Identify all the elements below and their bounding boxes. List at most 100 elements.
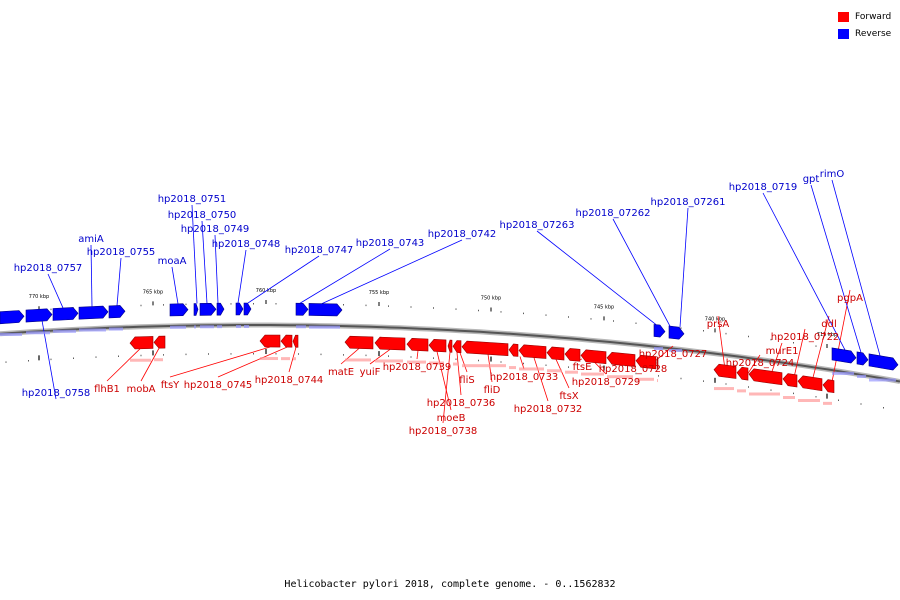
gene-shadow-hp2018-0748 xyxy=(217,325,222,329)
gene-label-hp2018-0732: hp2018_0732 xyxy=(514,404,583,415)
gene-shadow-hp2018-0747 xyxy=(236,325,241,329)
gene-label-moaa: moaA xyxy=(158,256,187,267)
gene-shadow-hp2018-0745 xyxy=(281,357,290,361)
gene-label-hp2018-0758: hp2018_0758 xyxy=(22,388,91,399)
gene-block-hp2018-0747 xyxy=(235,302,244,316)
gene-label-mure1: murE1 xyxy=(766,346,799,357)
gene-label-flid: fliD xyxy=(484,385,501,396)
gene-label-hp2018-0747: hp2018_0747 xyxy=(285,245,354,256)
legend-swatch-reverse xyxy=(838,29,849,39)
legend-item-forward: Forward xyxy=(838,9,891,25)
leader-line-hp2018-0733 xyxy=(519,356,525,370)
gene-block-flis xyxy=(461,340,509,357)
leader-line-flis xyxy=(459,352,468,373)
gene-block-hp2018-0748 xyxy=(216,302,225,316)
gene-shadow-hp2018-0729 xyxy=(607,375,633,379)
gene-block-mate xyxy=(344,335,374,350)
gene-shadow-hp2018-0727 xyxy=(657,379,658,383)
gene-block-hp2018-0755 xyxy=(78,305,109,320)
gene-block-hp2018-0742 xyxy=(295,302,309,316)
gene-label-hp2018-0743: hp2018_0743 xyxy=(356,238,425,249)
gene-label-hp2018-0729: hp2018_0729 xyxy=(572,377,641,388)
leader-line-flhb1 xyxy=(106,348,141,382)
gene-label-prsa: prsA xyxy=(707,319,730,330)
leader-line-moaa xyxy=(171,266,179,304)
gene-label-hp2018-0727: hp2018_0727 xyxy=(639,349,708,360)
gene-shadow-hp2018-07262 xyxy=(654,347,663,351)
leader-line-hp2018-07262 xyxy=(612,218,671,327)
gene-shadow-hp2018-0719 xyxy=(832,371,854,375)
leader-line-ftsy xyxy=(169,346,271,378)
gene-shadow-hp2018-0722 xyxy=(783,396,795,400)
leader-line-amia xyxy=(90,244,93,307)
gene-block-hp2018-0729 xyxy=(606,351,636,367)
gene-shadow-hp2018-0749 xyxy=(200,325,214,329)
gene-label-hp2018-0722: hp2018_0722 xyxy=(771,332,840,343)
gene-block-rimo xyxy=(868,353,899,371)
gene-label-hp2018-0739: hp2018_0739 xyxy=(383,362,452,373)
gene-shadow-moba xyxy=(154,358,163,362)
gene-shadow-hp2018-0728 xyxy=(636,377,654,381)
gene-block-ftsy xyxy=(259,334,281,348)
gene-block-hp2018-0732 xyxy=(546,346,565,361)
gene-shadow-ftse xyxy=(581,372,604,376)
leader-line-hp2018-0719 xyxy=(762,192,846,351)
gene-label-ftse: ftsE xyxy=(573,362,592,373)
leader-line-hp2018-0742 xyxy=(321,239,463,304)
leader-line-hp2018-0758 xyxy=(39,309,57,400)
tick-label-740-kbp: 740 kbp xyxy=(705,316,725,322)
leader-line-hp2018-07263 xyxy=(536,230,657,325)
gene-label-amia: amiA xyxy=(78,234,104,245)
gene-label-hp2018-0751: hp2018_0751 xyxy=(158,194,227,205)
leader-line-moba xyxy=(140,348,160,382)
gene-shadow-prsa xyxy=(714,387,734,391)
gene-shadow-yuif xyxy=(375,359,403,363)
gene-block-mure1 xyxy=(748,368,783,386)
leader-line-hp2018-0744 xyxy=(288,347,297,373)
gene-block-prsa xyxy=(713,363,737,379)
gene-shadow-hp2018-0751 xyxy=(170,325,186,329)
leader-line-hp2018-0750 xyxy=(201,220,208,304)
gene-block-hp2018-0738 xyxy=(447,339,453,353)
leader-line-hp2018-0745 xyxy=(217,346,288,378)
gene-block-gpt xyxy=(856,351,869,366)
gene-label-hp2018-0738: hp2018_0738 xyxy=(409,426,478,437)
gene-shadow-hp2018-0742 xyxy=(296,325,306,329)
leader-line-hp2018-0729 xyxy=(594,362,607,375)
gene-shadow-ftsy xyxy=(260,357,278,361)
gene-label-hp2018-0733: hp2018_0733 xyxy=(490,372,559,383)
gene-shadow-pgpa xyxy=(823,401,832,405)
leader-line-ftsx xyxy=(555,359,570,389)
leader-line-hp2018-0739 xyxy=(416,350,419,360)
gene-shadow-mate xyxy=(345,358,371,362)
tick-label-755-kbp: 755 kbp xyxy=(369,290,389,296)
gene-shadow-hp2018-0736 xyxy=(453,362,459,366)
leader-line-hp2018-0747 xyxy=(247,255,320,304)
gene-shadow-flid xyxy=(509,366,516,370)
gene-shadow-amia xyxy=(53,329,76,333)
legend-label-reverse: Reverse xyxy=(855,29,892,39)
gene-block-hp2018-0749 xyxy=(199,302,217,316)
gene-shadow-flhb1 xyxy=(130,358,151,362)
gene-label-moba: mobA xyxy=(126,384,155,395)
tick-label-750-kbp: 750 kbp xyxy=(481,295,501,301)
gene-shadow-hp2018-0743 xyxy=(244,325,249,329)
gene-label-pgpa: pgpA xyxy=(837,293,863,304)
leader-line-hp2018-0755 xyxy=(116,257,122,306)
gene-block-hp2018-0751 xyxy=(169,303,189,317)
legend-label-forward: Forward xyxy=(855,12,892,22)
gene-block-flhb1 xyxy=(129,336,154,350)
legend-swatch-forward xyxy=(838,12,849,22)
tick-label-770-kbp: 770 kbp xyxy=(29,294,49,300)
gene-label-ddl: ddl xyxy=(821,319,836,330)
gene-label-flhb1: flhB1 xyxy=(94,384,120,395)
gene-label-yuif: yuiF xyxy=(360,367,381,378)
gene-shadow-mure1 xyxy=(749,392,780,396)
gene-label-hp2018-0719: hp2018_0719 xyxy=(729,182,798,193)
gene-shadow-moaa xyxy=(109,327,123,331)
genome-ring xyxy=(0,324,900,383)
gene-block-hp2018-0757 xyxy=(25,308,53,323)
gene-label-hp2018-0736: hp2018_0736 xyxy=(427,398,496,409)
